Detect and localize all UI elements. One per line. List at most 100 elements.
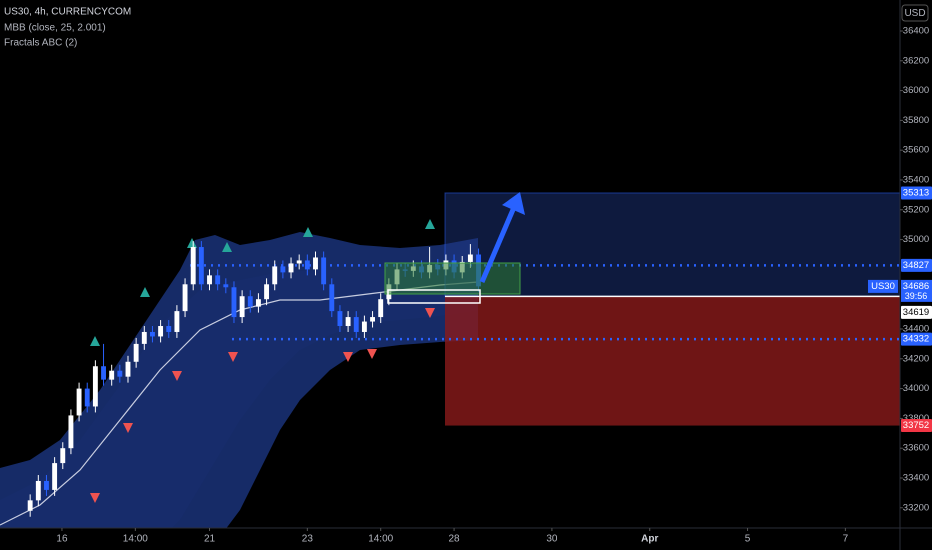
- fractal-down: [172, 371, 182, 381]
- currency-box[interactable]: [901, 4, 929, 22]
- range-box: [384, 262, 521, 295]
- position-tool: [190, 192, 901, 426]
- y-tick-label: 34400: [903, 324, 929, 335]
- candle-body: [207, 275, 212, 285]
- candle-body: [158, 326, 164, 337]
- candle-body: [92, 366, 98, 407]
- symbol-label: US30: [871, 281, 895, 292]
- candle-body: [231, 287, 237, 318]
- candle-body: [288, 263, 294, 273]
- y-tick-label: 33600: [903, 443, 929, 454]
- candle-body: [304, 260, 310, 270]
- y-tick-label: 34200: [903, 353, 929, 364]
- candle-body: [174, 311, 180, 332]
- y-tick-label: 35200: [903, 204, 929, 215]
- y-tick-label: 33400: [903, 473, 929, 484]
- y-tick-label: 35000: [903, 234, 929, 245]
- indicator-label: Fractals ABC (2): [4, 38, 77, 49]
- y-tick-label: 35600: [903, 145, 929, 156]
- price-label: 34619: [903, 307, 929, 318]
- candle-body: [150, 331, 155, 337]
- candle-body: [76, 388, 82, 416]
- entry-box: [387, 289, 481, 304]
- fractal-down: [425, 308, 435, 318]
- fractals: [90, 219, 435, 503]
- x-tick-label: 5: [745, 534, 751, 545]
- candle-body: [255, 299, 261, 307]
- y-tick-label: 36200: [903, 55, 929, 66]
- candle-body: [52, 463, 58, 490]
- candle-body: [280, 266, 286, 273]
- price-axis-bg: [900, 0, 932, 550]
- y-tick-label: 36400: [903, 26, 929, 37]
- candle-body: [101, 366, 106, 380]
- candle-body: [27, 500, 33, 511]
- fractal-up: [140, 287, 150, 297]
- fractal-up: [222, 242, 232, 252]
- candle-body: [329, 284, 335, 312]
- annotations: [384, 192, 525, 304]
- currency[interactable]: USD: [904, 8, 925, 19]
- y-tick-label: 33800: [903, 413, 929, 424]
- y-tick-label: 33200: [903, 502, 929, 513]
- candle-body: [378, 299, 384, 318]
- arrow-shaft: [479, 204, 518, 283]
- loss-zone: [445, 296, 900, 426]
- candle-body: [60, 448, 66, 464]
- price-label: 34332: [903, 334, 929, 345]
- candle-body: [190, 247, 196, 285]
- fractal-up: [425, 219, 435, 229]
- x-tick-label: 28: [449, 534, 461, 545]
- candle-body: [68, 415, 74, 449]
- price-label-bg: [901, 332, 932, 346]
- fractal-up: [90, 336, 100, 346]
- candle-body: [182, 284, 188, 312]
- candle-body: [125, 361, 131, 377]
- candles: [27, 241, 481, 517]
- x-tick-label: 14:00: [368, 534, 393, 545]
- candle-body: [223, 284, 229, 288]
- indicator-label: MBB (close, 25, 2.001): [4, 23, 106, 34]
- price-label-bg: [901, 279, 932, 302]
- candle-body: [198, 247, 204, 285]
- x-tick-label: Apr: [641, 534, 658, 545]
- candle-body: [109, 370, 115, 380]
- candle-body: [321, 257, 327, 285]
- countdown: 39:56: [905, 291, 928, 301]
- x-tick-label: 16: [56, 534, 68, 545]
- candle-body: [337, 311, 343, 327]
- fractal-down: [343, 352, 353, 362]
- candle-body: [166, 326, 172, 332]
- price-label-bg: [901, 305, 932, 319]
- candle-body: [117, 370, 123, 377]
- fractal-down: [123, 423, 133, 433]
- y-tick-label: 34000: [903, 383, 929, 394]
- candle-body: [272, 266, 278, 285]
- price-label-bg: [901, 419, 932, 433]
- candle-body: [215, 275, 221, 285]
- price-label-bg: [901, 186, 932, 200]
- candle-body: [264, 284, 270, 300]
- fractal-up: [303, 227, 313, 237]
- inner-band: [0, 262, 478, 530]
- candle-body: [44, 480, 49, 490]
- price-label-bg: [901, 258, 932, 272]
- symbol-bg: [868, 279, 898, 293]
- arrow-head: [502, 192, 525, 215]
- fractal-up: [187, 238, 197, 248]
- candle-body: [370, 317, 375, 322]
- x-tick-label: 14:00: [123, 534, 148, 545]
- candle-body: [239, 296, 245, 318]
- candle-body: [133, 343, 139, 362]
- candle-body: [345, 317, 351, 327]
- y-tick-label: 36000: [903, 85, 929, 96]
- x-tick-label: 7: [843, 534, 849, 545]
- price-label: 34686: [903, 281, 929, 292]
- candle-body: [467, 254, 473, 262]
- x-tick-label: 23: [302, 534, 314, 545]
- fractal-down: [228, 352, 238, 362]
- y-tick-label: 35800: [903, 115, 929, 126]
